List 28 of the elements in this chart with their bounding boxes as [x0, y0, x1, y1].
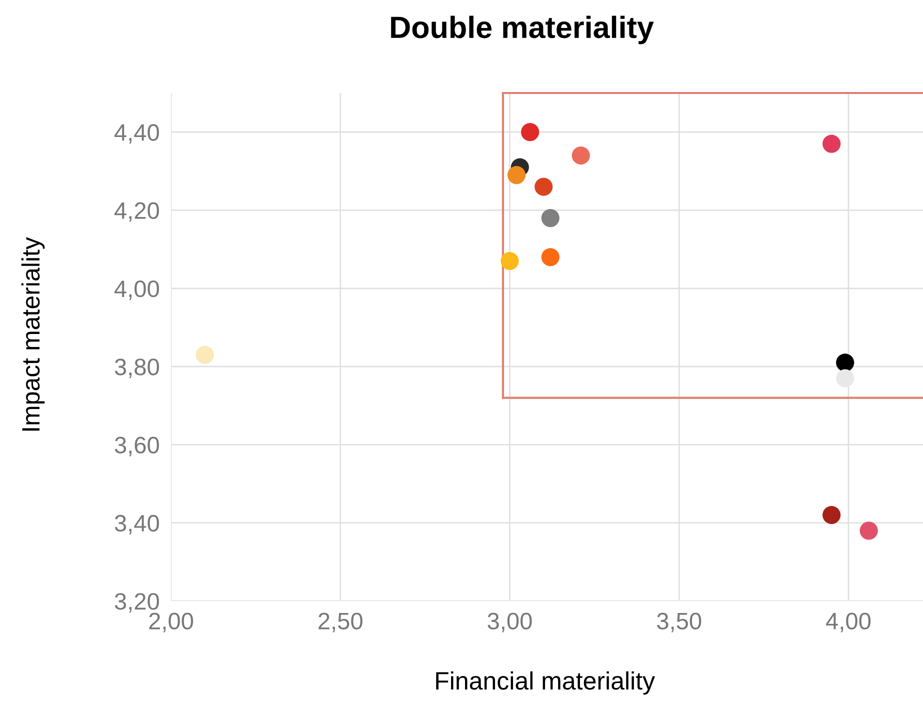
point — [822, 506, 841, 524]
point — [860, 522, 878, 540]
x-tick-label: 3,50 — [657, 612, 702, 632]
x-tick-label: 2,50 — [318, 612, 362, 632]
y-tick-label: 4,40 — [114, 124, 159, 144]
point — [521, 123, 540, 142]
y-tick-label: 3,80 — [114, 358, 159, 378]
point — [541, 208, 560, 228]
point — [534, 178, 553, 196]
point — [836, 369, 854, 388]
chart-title: Double materiality — [391, 16, 654, 44]
point — [836, 354, 854, 372]
x-tick-label: 3,00 — [488, 612, 532, 632]
point — [572, 146, 590, 165]
point — [541, 248, 560, 266]
point — [507, 166, 526, 184]
y-tick-label: 3,40 — [114, 514, 159, 534]
point — [822, 134, 841, 153]
y-axis-title: Impact materiality — [21, 237, 45, 431]
y-tick-label: 4,00 — [114, 280, 159, 300]
x-axis-title: Financial materiality — [436, 671, 655, 695]
y-tick-label: 4,20 — [114, 202, 159, 222]
x-tick-label: 4,00 — [826, 612, 871, 632]
y-tick-label: 3,20 — [114, 593, 159, 613]
y-tick-label: 3,60 — [114, 436, 159, 456]
point — [500, 252, 519, 270]
x-tick-label: 2,00 — [149, 612, 194, 632]
point — [196, 346, 214, 364]
